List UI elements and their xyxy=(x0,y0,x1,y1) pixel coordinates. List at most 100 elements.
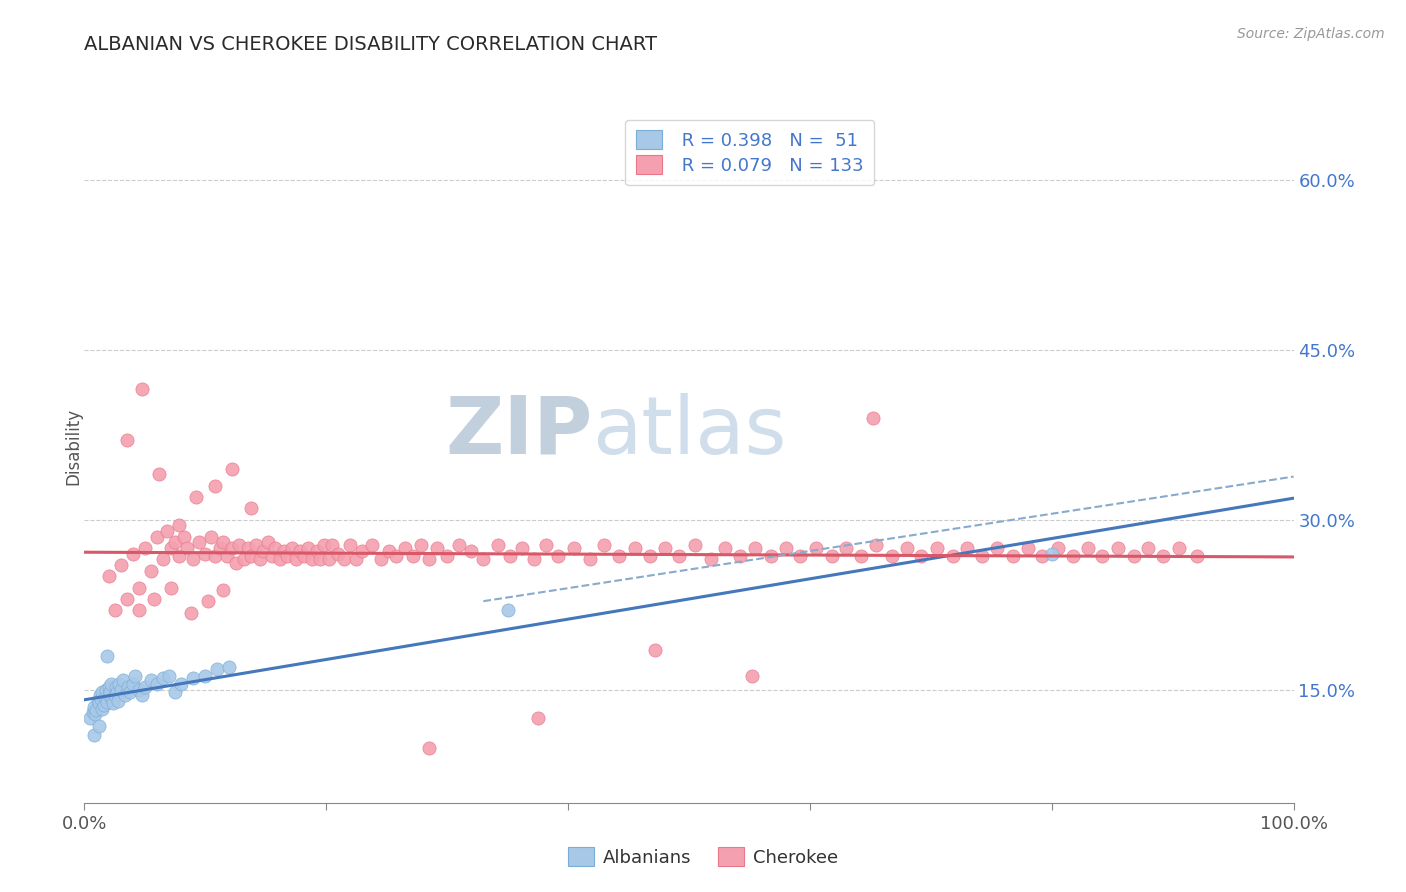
Point xyxy=(112,673,135,688)
Point xyxy=(181,671,204,685)
Point xyxy=(370,552,392,566)
Point xyxy=(426,541,449,555)
Point xyxy=(208,541,231,555)
Point xyxy=(157,669,180,683)
Point xyxy=(91,685,114,699)
Point xyxy=(240,501,263,516)
Point xyxy=(804,541,827,555)
Point xyxy=(104,680,127,694)
Point xyxy=(225,556,247,570)
Point xyxy=(499,549,522,563)
Point xyxy=(197,594,219,608)
Point xyxy=(121,547,143,561)
Point xyxy=(128,682,150,697)
Point xyxy=(117,680,139,694)
Point xyxy=(402,549,425,563)
Point xyxy=(378,544,401,558)
Point xyxy=(820,549,842,563)
Point xyxy=(194,547,217,561)
Point xyxy=(385,549,408,563)
Point xyxy=(849,549,872,563)
Point xyxy=(165,685,187,699)
Point xyxy=(134,541,156,555)
Point xyxy=(96,648,118,663)
Point xyxy=(1077,541,1099,555)
Point xyxy=(472,552,495,566)
Point xyxy=(233,552,256,566)
Point xyxy=(97,680,120,694)
Point xyxy=(131,688,153,702)
Point xyxy=(115,591,138,606)
Text: ALBANIAN VS CHEROKEE DISABILITY CORRELATION CHART: ALBANIAN VS CHEROKEE DISABILITY CORRELAT… xyxy=(84,35,658,54)
Point xyxy=(1091,549,1114,563)
Point xyxy=(114,688,136,702)
Point xyxy=(245,537,267,551)
Point xyxy=(759,549,782,563)
Point xyxy=(1107,541,1129,555)
Point xyxy=(562,541,585,555)
Point xyxy=(115,434,138,448)
Point xyxy=(301,552,323,566)
Point xyxy=(547,549,569,563)
Point xyxy=(181,552,204,566)
Point xyxy=(212,535,235,549)
Point xyxy=(107,694,129,708)
Y-axis label: Disability: Disability xyxy=(65,408,82,484)
Point xyxy=(108,677,131,691)
Point xyxy=(361,537,384,551)
Point xyxy=(121,677,143,691)
Point xyxy=(510,541,533,555)
Point xyxy=(523,552,546,566)
Point xyxy=(104,603,127,617)
Point xyxy=(460,544,482,558)
Point xyxy=(741,669,763,683)
Point xyxy=(941,549,963,563)
Point xyxy=(200,530,222,544)
Point xyxy=(1185,549,1208,563)
Point xyxy=(970,549,993,563)
Point xyxy=(94,690,117,705)
Point xyxy=(143,591,166,606)
Point xyxy=(87,696,110,710)
Point xyxy=(536,537,558,551)
Point xyxy=(134,680,156,694)
Point xyxy=(167,549,190,563)
Point xyxy=(89,688,111,702)
Point xyxy=(155,524,177,538)
Point xyxy=(184,490,207,504)
Point xyxy=(240,549,263,563)
Point xyxy=(87,719,110,733)
Point xyxy=(84,707,107,722)
Point xyxy=(260,549,283,563)
Point xyxy=(188,535,211,549)
Point xyxy=(269,552,291,566)
Point xyxy=(744,541,766,555)
Point xyxy=(288,544,311,558)
Point xyxy=(775,541,797,555)
Point xyxy=(1167,541,1189,555)
Point xyxy=(120,685,142,699)
Point xyxy=(1122,549,1144,563)
Point xyxy=(925,541,948,555)
Point xyxy=(264,541,287,555)
Point xyxy=(148,467,170,482)
Point xyxy=(865,537,887,551)
Point xyxy=(146,677,169,691)
Text: ZIP: ZIP xyxy=(444,392,592,471)
Point xyxy=(273,544,295,558)
Point xyxy=(1062,549,1084,563)
Point xyxy=(578,552,600,566)
Point xyxy=(93,698,115,713)
Point xyxy=(98,685,121,699)
Point xyxy=(339,537,361,551)
Point xyxy=(728,549,751,563)
Point xyxy=(276,549,298,563)
Point xyxy=(257,535,280,549)
Point xyxy=(418,552,440,566)
Point xyxy=(418,741,440,756)
Point xyxy=(862,410,884,425)
Point xyxy=(683,537,706,551)
Legend: Albanians, Cherokee: Albanians, Cherokee xyxy=(561,840,845,874)
Point xyxy=(146,530,169,544)
Point xyxy=(236,541,259,555)
